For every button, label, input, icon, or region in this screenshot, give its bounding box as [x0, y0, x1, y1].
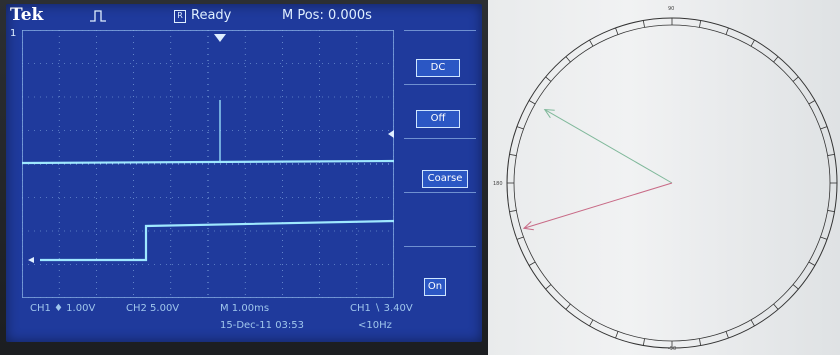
waveform-graticule	[22, 30, 394, 298]
tick-mark	[725, 27, 729, 35]
green-vector	[544, 109, 673, 184]
tick-mark	[827, 153, 835, 156]
tick-mark	[792, 76, 799, 82]
status-text: Ready	[191, 8, 232, 23]
tick-mark	[545, 284, 552, 290]
tick-mark	[750, 39, 755, 47]
tick-mark	[642, 338, 645, 346]
tick-mark	[699, 338, 702, 346]
invert-button[interactable]: On	[424, 278, 446, 296]
tick-mark	[725, 331, 729, 339]
status-symbol: R	[174, 10, 186, 23]
tick-mark	[565, 56, 571, 63]
scope-bottom-bar: CH1 ♦ 1.00V CH2 5.00V M 1.00ms CH1 ∖ 3.4…	[6, 300, 482, 342]
channel-2-trace	[40, 219, 394, 262]
tick-mark	[528, 100, 536, 105]
tick-mark	[589, 319, 594, 327]
tick-mark	[545, 76, 552, 82]
ch1-scale: CH1 ♦ 1.00V	[30, 303, 96, 314]
trigger-frequency: <10Hz	[358, 320, 392, 331]
paper-sheet: 90 180 -90	[488, 0, 840, 355]
tick-mark	[699, 20, 702, 28]
channel-1-trace	[22, 159, 394, 165]
tick-mark	[589, 39, 594, 47]
tick-mark	[773, 303, 779, 310]
volts-div-button[interactable]: Coarse	[422, 170, 468, 188]
menu-divider	[404, 30, 476, 31]
tick-mark	[615, 331, 619, 339]
trigger-setting: CH1 ∖ 3.40V	[350, 303, 413, 314]
tick-mark	[642, 20, 645, 28]
channel-2-ground-marker	[28, 257, 34, 263]
timebase: M 1.00ms	[220, 303, 270, 314]
tick-mark	[516, 236, 524, 240]
tick-mark	[820, 126, 828, 130]
tick-mark	[528, 261, 536, 266]
date-time: 15-Dec-11 03:53	[220, 320, 305, 331]
tick-mark	[808, 100, 816, 105]
tick-mark	[773, 56, 779, 63]
side-menu: DC Off Coarse On	[404, 30, 476, 298]
channel-marker: 1	[10, 28, 17, 39]
label-180: 180	[493, 181, 503, 187]
horizontal-position: M Pos: 0.000s	[282, 8, 372, 23]
tick-mark	[615, 27, 619, 35]
red-vector	[523, 182, 673, 229]
grid	[22, 30, 394, 298]
scope-top-bar: Tek R Ready M Pos: 0.000s	[6, 4, 482, 28]
tick-ring	[507, 18, 837, 348]
red-vector-head	[522, 221, 534, 231]
acquisition-status: R Ready	[174, 8, 231, 23]
menu-divider	[404, 138, 476, 139]
polar-diagram	[506, 17, 838, 349]
label-90: 90	[668, 6, 675, 12]
menu-divider	[404, 84, 476, 85]
ch2-scale: CH2 5.00V	[126, 303, 180, 314]
trigger-position-marker	[214, 34, 226, 42]
coupling-button[interactable]: DC	[416, 59, 460, 77]
tick-mark	[565, 303, 571, 310]
label-minus-90: -90	[668, 346, 677, 352]
trigger-level-marker	[388, 130, 394, 138]
tick-mark	[808, 261, 816, 266]
menu-divider	[404, 246, 476, 247]
green-vector-head	[543, 108, 555, 119]
trigger-edge-icon	[90, 10, 106, 22]
tick-mark	[827, 210, 835, 213]
menu-divider	[404, 192, 476, 193]
oscilloscope-bezel: Tek R Ready M Pos: 0.000s 1 DC	[0, 0, 488, 355]
tick-mark	[820, 236, 828, 240]
tick-mark	[509, 153, 517, 156]
tick-mark	[750, 319, 755, 327]
tick-mark	[792, 284, 799, 290]
oscilloscope-screen: Tek R Ready M Pos: 0.000s 1 DC	[6, 4, 482, 342]
brand-logo: Tek	[10, 5, 44, 25]
tick-mark	[516, 126, 524, 130]
tick-mark	[509, 210, 517, 213]
bw-limit-button[interactable]: Off	[416, 110, 460, 128]
